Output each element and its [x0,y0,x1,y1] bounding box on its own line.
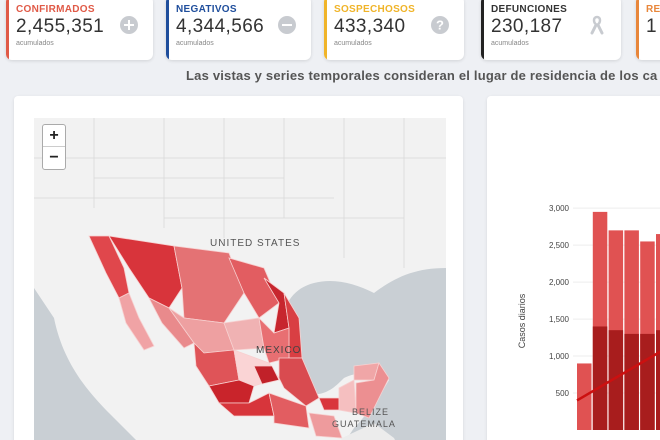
card-sub: acumulados [176,40,214,47]
bar-dark [640,333,655,430]
zoom-in-button[interactable]: + [43,125,65,147]
y-tick-label: 1,000 [549,352,570,361]
chart-panel: Casos diarios 3,000 2,500 2,000 1,500 1,000 50… [487,96,660,440]
y-axis-label: Casos diarios [517,293,527,348]
bar-dark [608,330,624,430]
central-america-land [341,423,395,440]
question-circle-icon: ? [431,16,449,34]
card-sub: acumulados [334,40,372,47]
card-accent-bar [481,0,484,60]
card-label: NEGATIVOS [176,4,237,15]
ribbon-icon [590,15,604,35]
map-canvas [34,118,446,440]
card-recuperados[interactable]: RE 1 [636,0,660,60]
map-label-belize: BELIZE [352,407,390,417]
state-michoacan [208,379,255,404]
y-tick-label: 1,500 [549,315,570,324]
map-label-mexico: MEXICO [256,345,302,356]
zoom-control: + − [42,124,66,170]
card-defunciones[interactable]: DEFUNCIONES 230,187 acumulados [481,0,621,60]
card-confirmados[interactable]: CONFIRMADOS 2,455,351 acumulados [6,0,153,60]
card-value: 2,455,351 [16,16,105,37]
bar-dark [624,333,639,430]
state-oaxaca [268,392,310,429]
minus-circle-icon [278,16,296,34]
daily-cases-chart[interactable]: Casos diarios 3,000 2,500 2,000 1,500 1,000 50… [487,96,660,440]
bar-dark [656,330,660,430]
card-sub: acumulados [491,40,529,47]
card-accent-bar [166,0,169,60]
card-accent-bar [324,0,327,60]
state-quintana-roo [355,362,390,419]
trend-line [576,350,660,402]
svg-text:?: ? [436,18,444,33]
card-value: 230,187 [491,16,563,37]
y-tick-label: 3,000 [549,204,570,213]
card-label: CONFIRMADOS [16,4,95,15]
bar-dark [592,326,608,430]
mexico-states [88,235,390,439]
map-panel: + − [14,96,463,440]
residence-notice: Las vistas y series temporales considera… [186,68,658,83]
state-baja-california-sur [118,292,155,351]
card-label: DEFUNCIONES [491,4,568,15]
state-cdmx-edomex [253,365,280,385]
state-coahuila [228,257,280,319]
y-tick-label: 2,000 [549,278,570,287]
zoom-out-button[interactable]: − [49,149,59,166]
card-accent-bar [6,0,9,60]
state-sinaloa [148,297,195,349]
card-negativos[interactable]: NEGATIVOS 4,344,566 acumulados [166,0,311,60]
card-value: 4,344,566 [176,16,265,37]
plus-circle-icon [120,16,138,34]
card-value: 433,340 [334,16,406,37]
card-label: SOSPECHOSOS [334,4,416,15]
map-label-guatemala: GUATEMALA [332,419,396,429]
y-tick-label: 2,500 [549,241,570,250]
card-accent-bar [636,0,639,60]
card-label: RE [646,4,660,15]
map-label-usa: UNITED STATES [210,238,301,249]
y-tick-label: 500 [556,389,570,398]
choropleth-map[interactable]: + − [34,118,446,440]
card-value: 1 [646,16,657,37]
card-sospechosos[interactable]: SOSPECHOSOS 433,340 acumulados ? [324,0,464,60]
us-state-borders [34,118,446,268]
card-sub: acumulados [16,40,54,47]
